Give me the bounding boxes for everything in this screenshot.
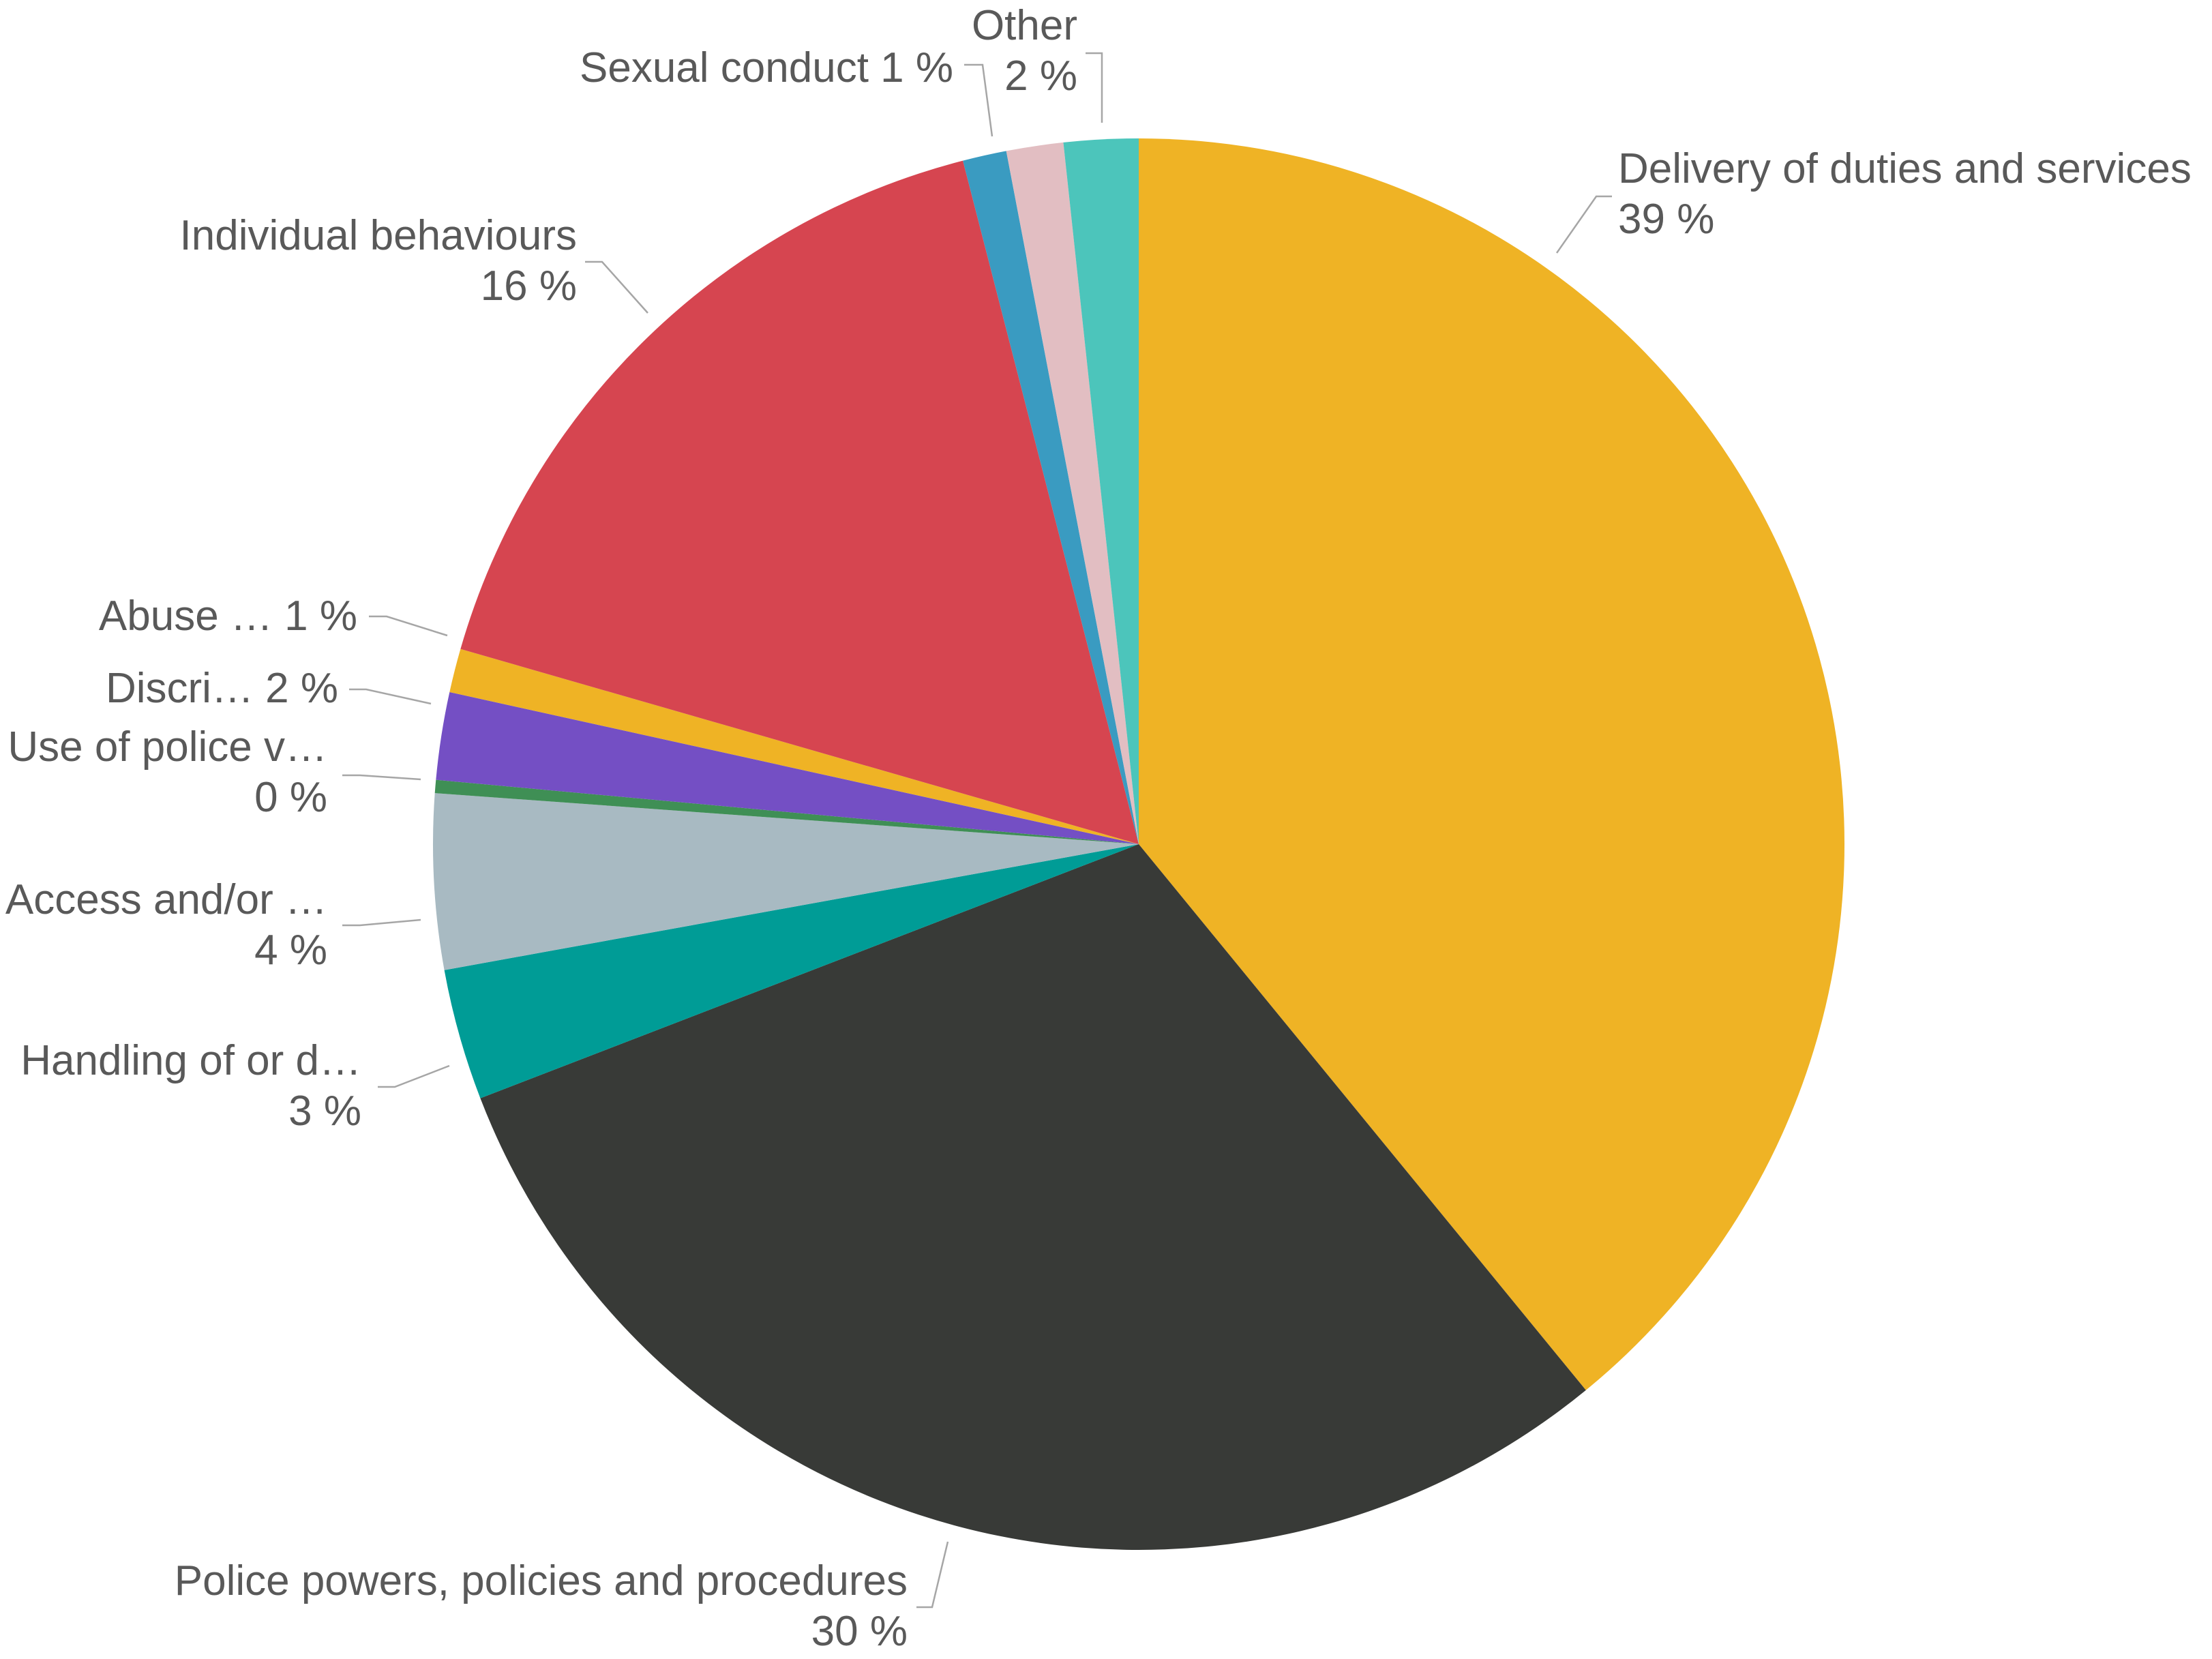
label-other-name: Other: [972, 2, 1077, 49]
label-powers-pct: 30 %: [811, 1608, 908, 1655]
leader-lines: [342, 52, 1612, 1609]
label-delivery-name: Delivery of duties and services: [1618, 145, 2192, 192]
leader-line-vehicle: [342, 774, 421, 781]
leader-line-handling: [378, 1064, 450, 1088]
label-access-name: Access and/or …: [5, 876, 327, 923]
pie-slice-delivery: [1139, 138, 1844, 1390]
leader-line-sexual: [964, 63, 993, 137]
label-individual-pct: 16 %: [481, 263, 577, 310]
label-delivery-pct: 39 %: [1618, 196, 1714, 243]
label-individual-name: Individual behaviours: [180, 212, 578, 259]
pie-slice-individual: [460, 160, 1139, 844]
leader-line-abuse: [369, 615, 448, 637]
leader-line-discri: [349, 688, 432, 705]
label-powers-name: Police powers, policies and procedures: [175, 1557, 908, 1604]
leader-line-powers: [916, 1541, 949, 1609]
data-labels: Delivery of duties and services 39 % Pol…: [5, 2, 2192, 1655]
label-vehicle-pct: 0 %: [254, 774, 327, 821]
leader-line-individual: [585, 260, 648, 314]
pie-slice-access: [433, 793, 1139, 970]
label-handling-pct: 3 %: [288, 1088, 361, 1135]
pie-slice-handling: [444, 844, 1139, 1098]
label-discri: Discri… 2 %: [106, 665, 338, 712]
pie-slice-abuse: [449, 648, 1139, 844]
label-handling-name: Handling of or d…: [20, 1037, 361, 1084]
label-sexual: Sexual conduct 1 %: [580, 44, 953, 91]
label-abuse: Abuse … 1 %: [99, 593, 357, 640]
label-access-pct: 4 %: [254, 927, 327, 974]
label-vehicle-name: Use of police v…: [8, 723, 327, 771]
pie-slice-sexual: [963, 151, 1139, 844]
pie-slices: [433, 138, 1844, 1550]
pie-slice-other: [1063, 138, 1139, 844]
leader-line-access: [342, 918, 421, 927]
label-other-pct: 2 %: [1004, 53, 1077, 100]
leader-line-delivery: [1555, 195, 1612, 254]
pie-slice-misc: [1006, 142, 1139, 844]
pie-slice-vehicle: [434, 779, 1139, 844]
pie-slice-powers: [480, 844, 1586, 1550]
leader-line-other: [1086, 52, 1103, 123]
pie-slice-discri: [436, 691, 1139, 844]
